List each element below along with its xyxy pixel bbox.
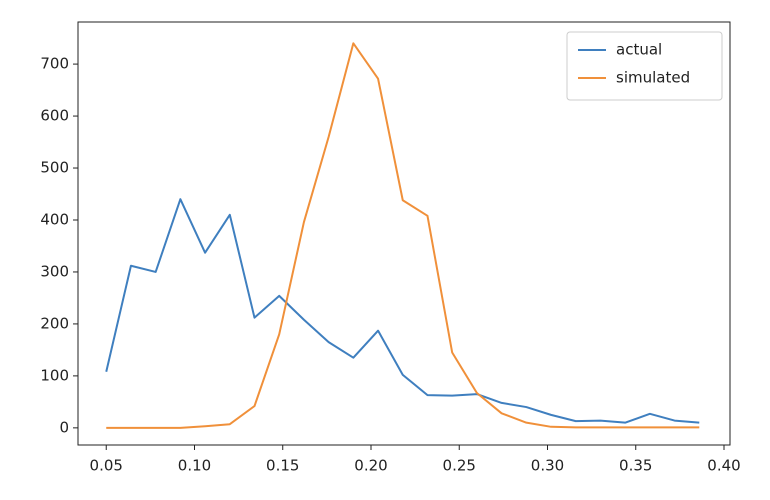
plot-frame — [77, 21, 731, 446]
x-tick-label: 0.25 — [443, 457, 476, 475]
y-tick-label: 100 — [40, 366, 69, 384]
x-tick-label: 0.40 — [707, 457, 740, 475]
y-tick-label: 500 — [40, 159, 69, 177]
x-tick-label: 0.20 — [354, 457, 387, 475]
x-tick-label: 0.05 — [90, 457, 123, 475]
legend-label: actual — [616, 41, 662, 59]
line-series — [105, 198, 700, 424]
x-tick-label: 0.10 — [178, 457, 211, 475]
y-tick-label: 700 — [40, 55, 69, 73]
line-series — [106, 42, 700, 429]
y-tick-label: 300 — [40, 262, 69, 280]
y-tick-label: 200 — [40, 314, 69, 332]
legend: actual simulated — [566, 31, 723, 101]
y-tick-label: 400 — [40, 210, 69, 228]
x-tick-label: 0.35 — [619, 457, 652, 475]
y-tick-label: 600 — [40, 107, 69, 125]
x-tick-label: 0.15 — [266, 457, 299, 475]
x-tick-label: 0.30 — [531, 457, 564, 475]
y-tick-label: 0 — [59, 418, 69, 436]
legend-label: simulated — [616, 69, 690, 87]
